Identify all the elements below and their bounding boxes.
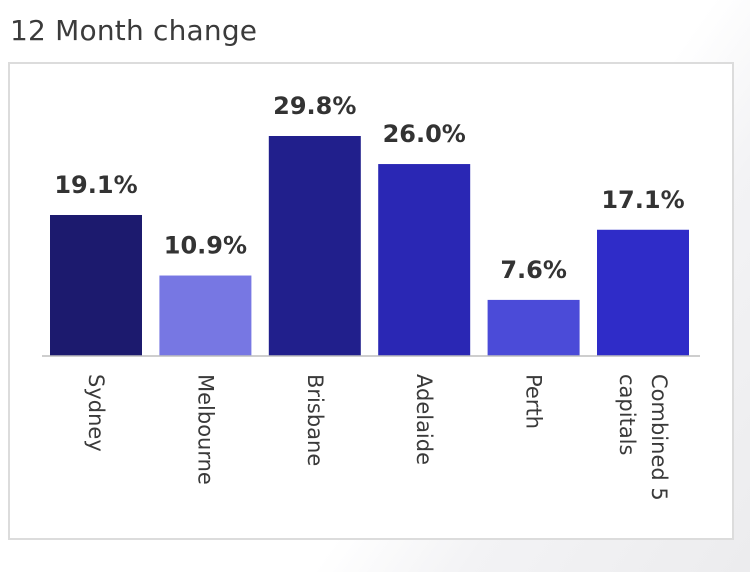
data-label-brisbane: 29.8% [273,92,356,120]
bar-melbourne [159,275,252,356]
data-labels-group: 19.1% 10.9% 29.8% 26.0% 7.6% 17.1% [54,92,684,284]
data-label-melbourne: 10.9% [164,232,247,260]
bar-sydney [50,214,142,356]
x-tick-labels-group: Sydney Melbourne Brisbane Adelaide Perth Comb… [84,374,671,501]
bar-brisbane [268,136,361,356]
x-tick-label-perth: Perth [522,374,546,429]
bar-adelaide [378,164,471,356]
data-label-perth: 7.6% [500,256,567,284]
data-label-adelaide: 26.0% [383,120,466,148]
bar-perth [487,299,580,356]
bars-group [50,136,689,356]
data-label-combined-5-capitals: 17.1% [601,186,684,214]
data-label-sydney: 19.1% [54,171,137,199]
x-tick-label-brisbane: Brisbane [303,374,327,466]
x-tick-label-combined-5-capitals-line-2: capitals [615,374,639,455]
x-tick-label-combined-5-capitals-line-1: Combined 5 [647,374,671,501]
x-tick-label-melbourne: Melbourne [193,374,217,485]
bar-combined-5-capitals [597,229,689,356]
x-tick-label-adelaide: Adelaide [412,374,436,465]
x-tick-label-sydney: Sydney [84,374,108,452]
chart-title: 12 Month change [10,14,258,47]
